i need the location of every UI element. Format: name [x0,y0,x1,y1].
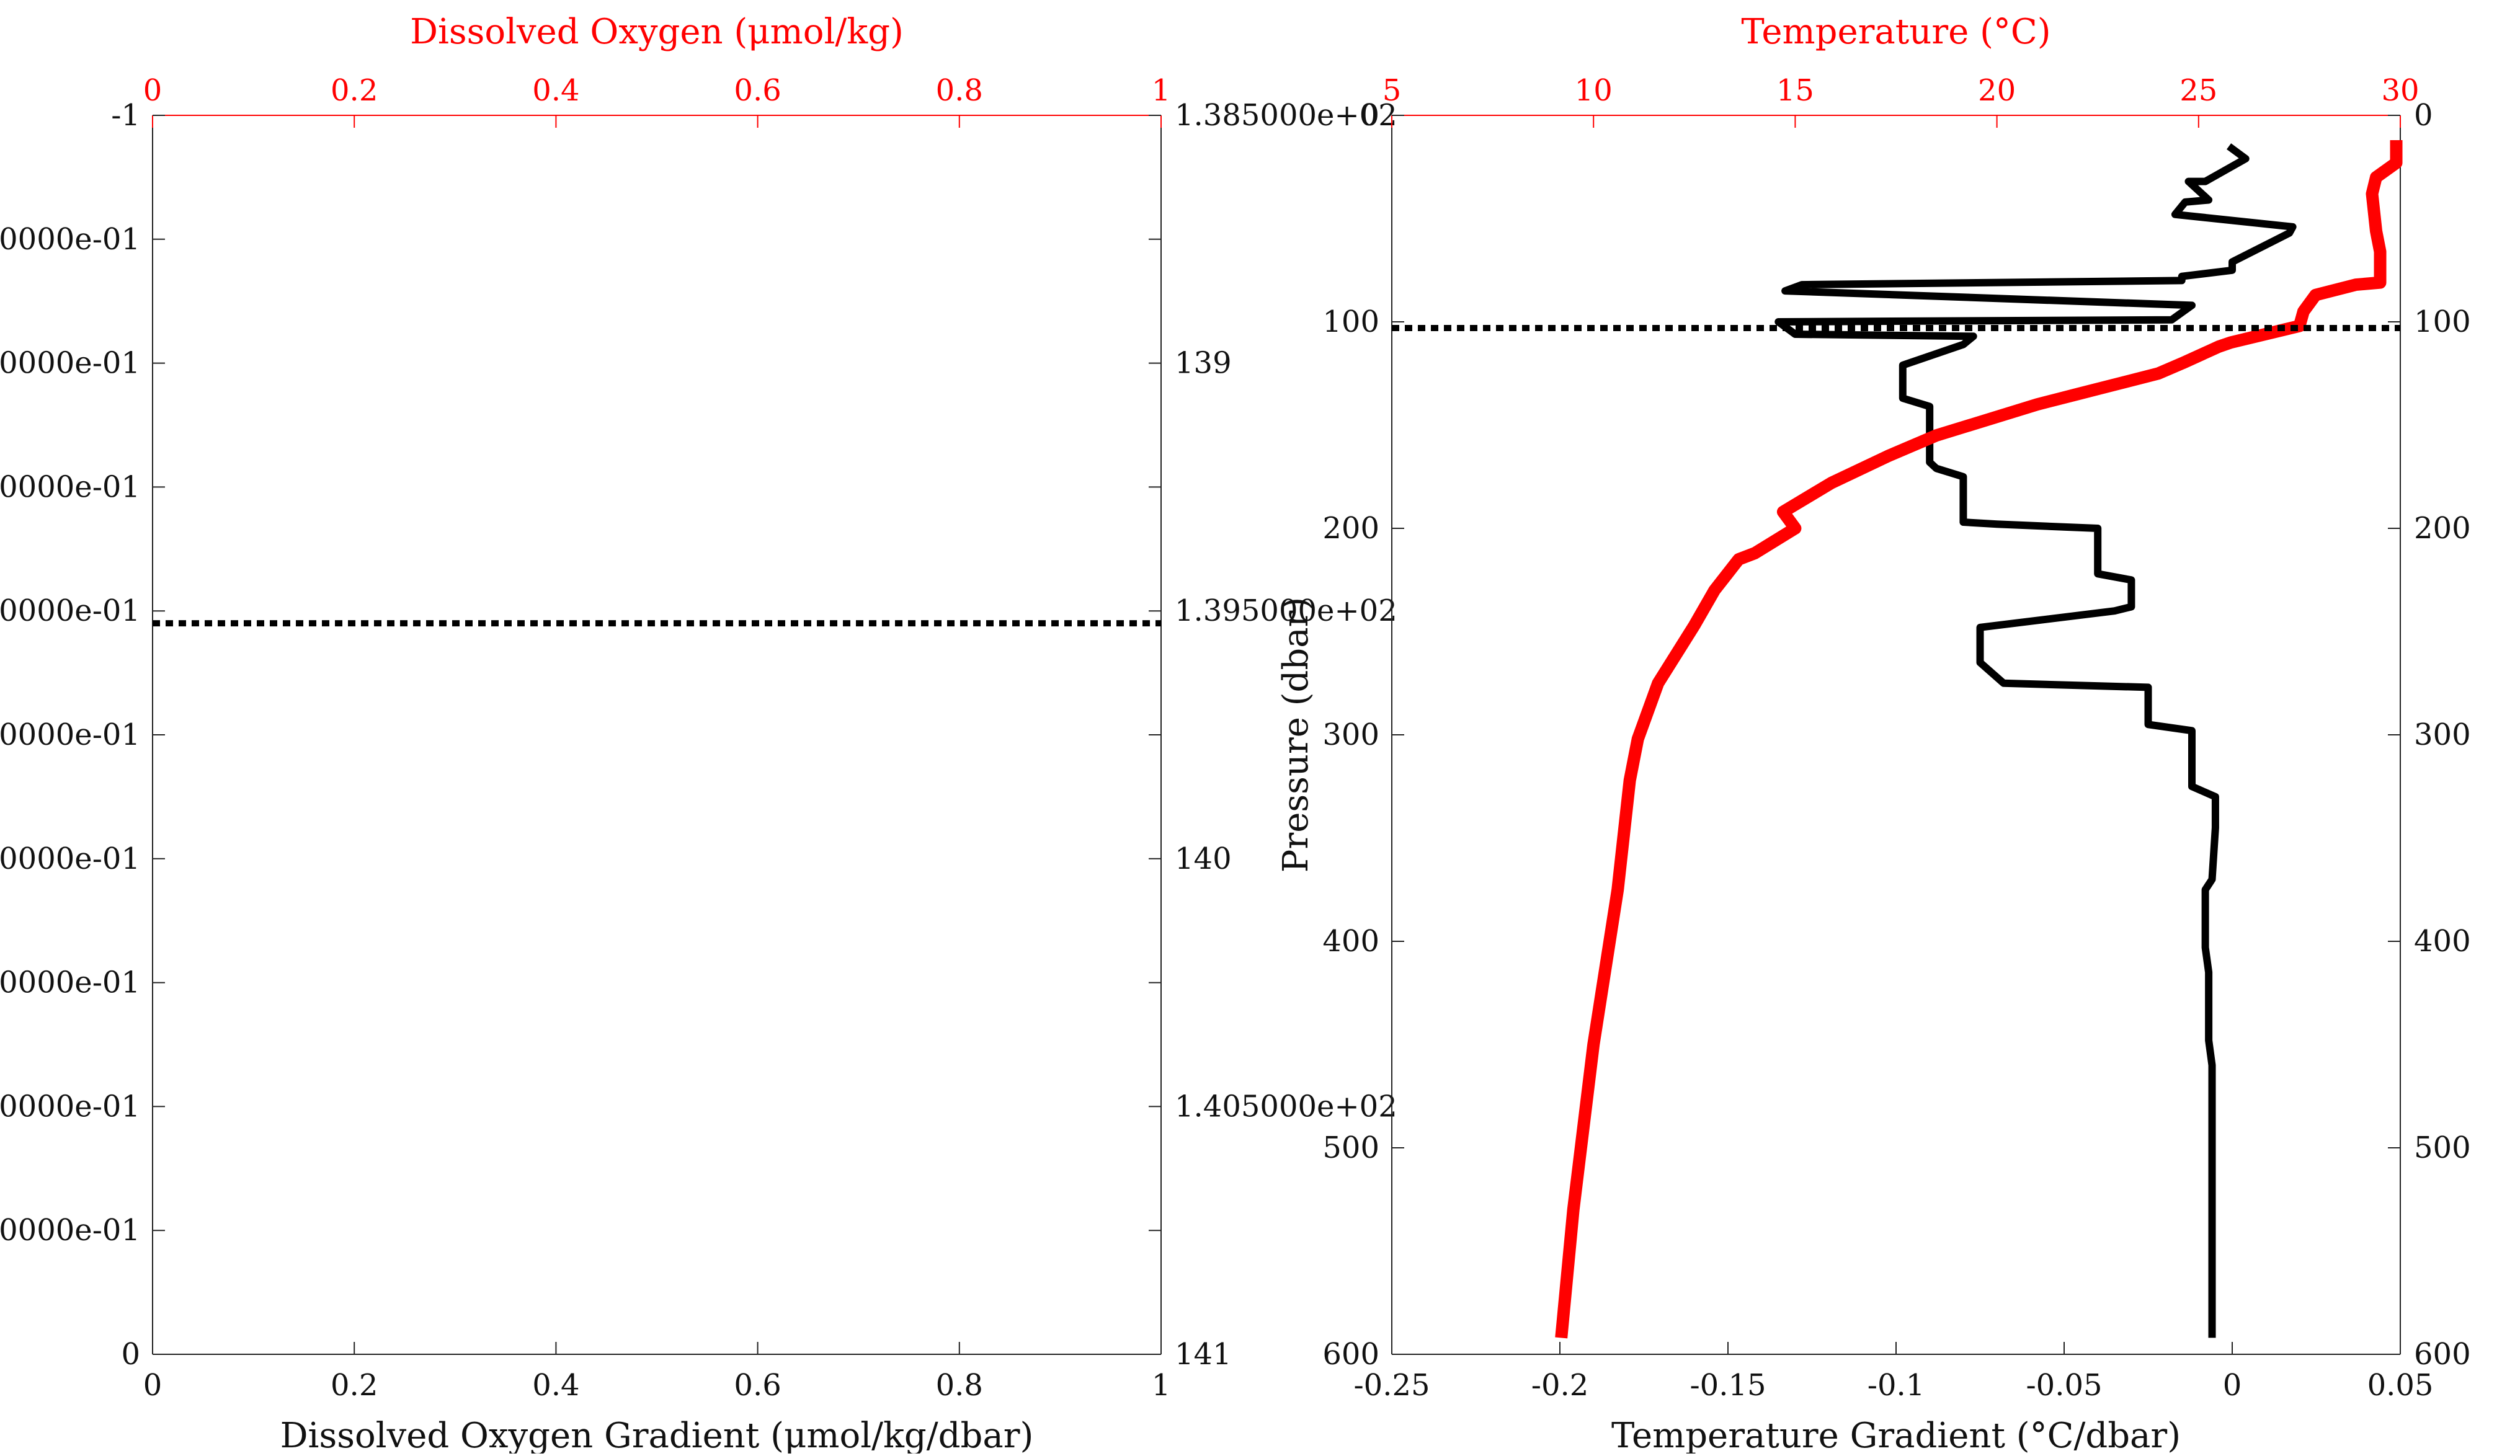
x-top-tick-label: 0.2 [331,73,378,108]
x-tick-label: 0.6 [734,1368,781,1403]
x-tick-label: 0 [143,1368,163,1403]
x-axis-label: Temperature Gradient (°C/dbar) [1611,1416,2181,1454]
x-top-tick-label: 5 [1382,73,1402,108]
y-right-tick-label: 1.395000e+02 [1175,593,1397,628]
y-tick-label: 0000e-01 [0,346,140,381]
y-tick-label: 600 [1322,1337,1379,1372]
y-tick-label: 0 [121,1337,140,1372]
y-right-tick-label: 0 [2414,98,2433,133]
y-right-tick-label: 500 [2414,1130,2471,1165]
x-tick-label: 0.2 [331,1368,378,1403]
x-top-tick-label: 30 [2381,73,2419,108]
x-top-axis-label: Dissolved Oxygen (μmol/kg) [410,12,904,52]
y-tick-label: 0000e-01 [0,1089,140,1124]
y-tick-label: 400 [1322,924,1379,959]
y-right-tick-label: 140 [1175,841,1232,876]
y-axis-label: Pressure (dbar) [1276,597,1316,872]
y-tick-label: 0000e-01 [0,469,140,504]
x-top-tick-label: 0 [143,73,163,108]
x-top-axis-label: Temperature (°C) [1741,12,2050,52]
x-tick-label: -0.2 [1531,1368,1589,1403]
x-top-tick-label: 0.8 [936,73,983,108]
x-axis-label: Dissolved Oxygen Gradient (μmol/kg/dbar) [280,1416,1034,1454]
x-tick-label: 1 [1152,1368,1171,1403]
x-top-tick-label: 10 [1575,73,1613,108]
y-tick-label: 500 [1322,1130,1379,1165]
y-right-tick-label: 400 [2414,924,2471,959]
y-tick-label: -1 [111,98,140,133]
y-right-tick-label: 300 [2414,717,2471,752]
x-top-tick-label: 1 [1152,73,1171,108]
x-top-tick-label: 15 [1776,73,1814,108]
y-right-tick-label: 600 [2414,1337,2471,1372]
x-top-tick-label: 20 [1978,73,2016,108]
x-top-tick-label: 0.6 [734,73,781,108]
y-tick-label: 200 [1322,511,1379,546]
x-tick-label: -0.15 [1690,1368,1766,1403]
y-tick-label: 0000e-01 [0,1213,140,1248]
y-tick-label: 0000e-01 [0,717,140,752]
x-tick-label: 0 [2223,1368,2242,1403]
temperature-series-line [1555,140,2403,1339]
temperature-gradient-series-line [1774,143,2297,1338]
y-tick-label: 300 [1322,717,1379,752]
y-right-tick-label: 1.385000e+02 [1175,98,1397,133]
x-tick-label: 0.05 [2367,1368,2434,1403]
x-tick-label: -0.25 [1353,1368,1430,1403]
x-tick-label: -0.05 [2026,1368,2102,1403]
x-tick-label: 0.4 [532,1368,579,1403]
y-right-tick-label: 139 [1175,346,1232,381]
y-tick-label: 100 [1322,304,1379,339]
y-right-tick-label: 1.405000e+02 [1175,1089,1397,1124]
y-right-tick-label: 141 [1175,1337,1232,1372]
y-right-tick-label: 200 [2414,511,2471,546]
x-tick-label: 0.8 [936,1368,983,1403]
y-tick-label: 0 [1360,98,1379,133]
y-tick-label: 0000e-01 [0,841,140,876]
x-tick-label: -0.1 [1868,1368,1925,1403]
x-top-tick-label: 0.4 [532,73,579,108]
y-tick-label: 0000e-01 [0,965,140,1000]
y-tick-label: 0000e-01 [0,593,140,628]
y-right-tick-label: 100 [2414,304,2471,339]
y-tick-label: 0000e-01 [0,222,140,257]
x-top-tick-label: 25 [2179,73,2217,108]
